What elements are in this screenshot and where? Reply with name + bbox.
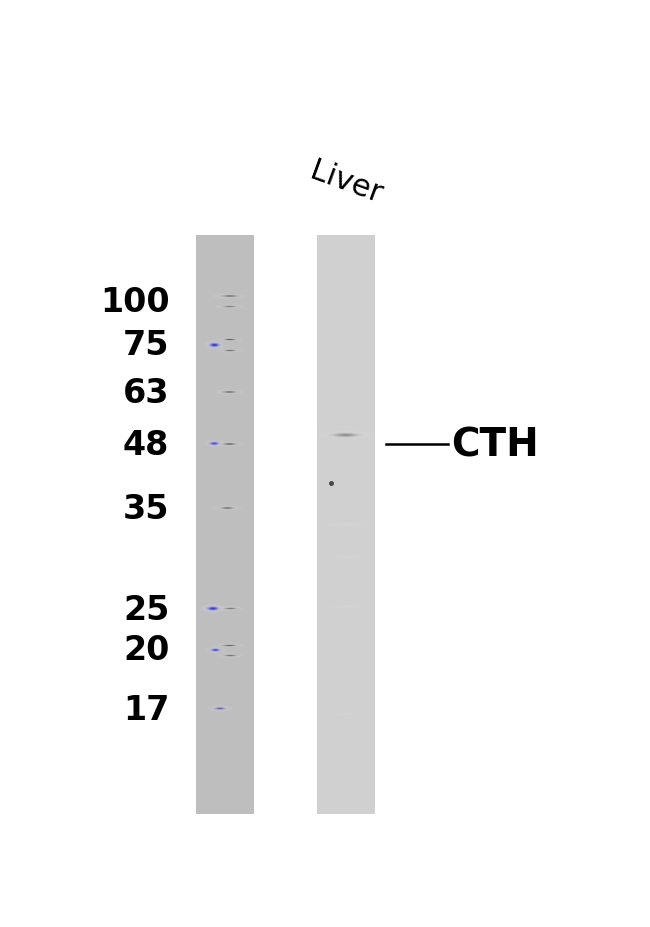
Bar [317,236,374,814]
Text: 17: 17 [123,692,170,726]
Text: 75: 75 [123,329,170,362]
Text: 25: 25 [123,593,170,626]
Text: 100: 100 [100,286,170,319]
Bar [196,236,254,814]
Text: 20: 20 [123,634,170,667]
Text: 48: 48 [123,428,170,461]
Text: CTH: CTH [452,425,540,464]
Text: 35: 35 [123,492,170,526]
Text: 63: 63 [123,376,170,410]
Text: Liver: Liver [306,157,386,209]
